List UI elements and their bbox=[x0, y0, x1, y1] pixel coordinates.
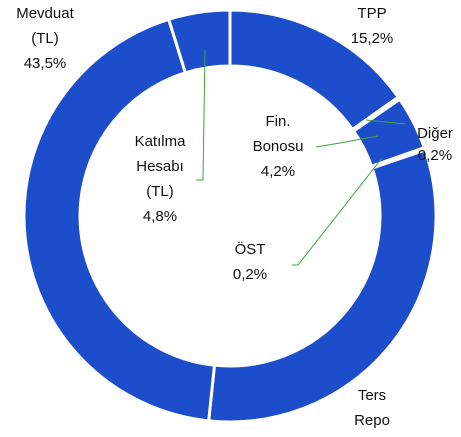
value-label: 0,2% bbox=[418, 147, 452, 164]
slice-label: Mevduat (TL) bbox=[16, 5, 74, 47]
slice bbox=[228, 8, 401, 132]
slice-label: Fin. Bonosu bbox=[253, 113, 304, 155]
value-label: 0,2% bbox=[233, 266, 267, 283]
slice bbox=[207, 148, 438, 424]
slice-label: ÖST bbox=[235, 240, 266, 258]
leader-line bbox=[315, 135, 379, 148]
slice bbox=[22, 17, 217, 423]
slice-label: TPP bbox=[357, 5, 386, 22]
leader-line bbox=[292, 157, 383, 266]
leader-line bbox=[196, 49, 206, 181]
slice bbox=[166, 8, 232, 75]
slice-label: Katılma Hesabı (TL) bbox=[135, 133, 187, 200]
slice-label: Diğer bbox=[417, 125, 453, 142]
value-label: 15,2% bbox=[351, 30, 394, 47]
value-label: 4,8% bbox=[143, 208, 177, 225]
leader-line bbox=[365, 119, 406, 125]
value-label: 43,5% bbox=[24, 55, 67, 72]
value-label: 4,2% bbox=[261, 163, 295, 180]
slices bbox=[22, 8, 438, 424]
slice-label: Ters Repo bbox=[354, 387, 390, 429]
